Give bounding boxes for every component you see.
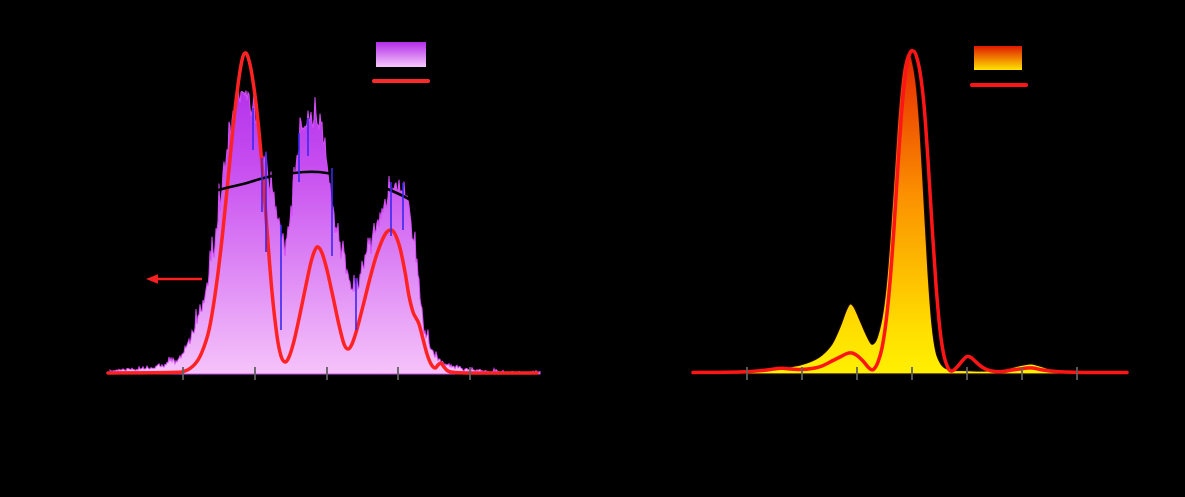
pulse-spectrum-area: [699, 52, 1128, 375]
smoothed-spectrum-line: [106, 51, 539, 375]
left-spectrum-panel: [106, 42, 541, 380]
legend-area-swatch: [376, 42, 426, 67]
left-pointing-arrow-head: [146, 274, 158, 284]
legend-area-swatch: [974, 46, 1022, 70]
transform-limited-line: [691, 48, 1129, 375]
right-spectrum-panel: [691, 46, 1129, 380]
